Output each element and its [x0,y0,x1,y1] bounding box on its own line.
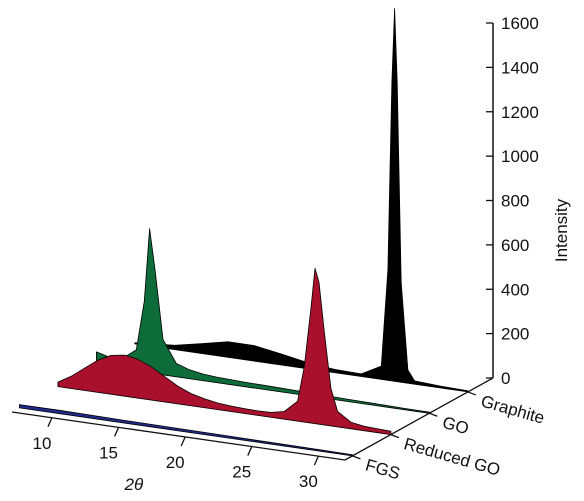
depth-label-go: GO [440,413,471,439]
depth-label-fgs: FGS [363,455,402,483]
y-tick-label-400: 400 [501,280,529,299]
x-axis: 10 15 20 25 30 2θ [32,417,319,494]
depth-tick-0 [352,455,361,460]
x-tick-label-25: 25 [232,463,251,482]
series-layer [18,8,469,457]
y-tick-label-200: 200 [501,325,529,344]
depth-tick-2 [429,412,438,417]
x-tick-20 [180,436,186,447]
series-reduced-go-area [57,267,392,436]
depth-tick-3 [467,391,477,396]
y-axis: 0 200 400 600 800 1000 1200 1400 1600 Intensity [486,14,571,388]
depth-label-graphite: Graphite [479,392,547,428]
front-edge [11,411,346,461]
depth-label-reduced-go: Reduced GO [402,434,503,480]
series-fgs-area [18,404,353,457]
depth-tick-1 [390,433,400,439]
x-tick-30 [313,455,319,466]
y-axis-title: Intensity [552,198,571,262]
x-tick-label-15: 15 [99,443,118,462]
x-axis-title: 2θ [124,475,144,494]
x-tick-label-30: 30 [299,472,318,491]
x-tick-label-20: 20 [166,453,185,472]
y-tick-label-1600: 1600 [501,14,539,33]
x-tick-10 [47,417,53,428]
y-tick-label-800: 800 [501,192,529,211]
series-go-area [96,228,430,414]
x-tick-label-10: 10 [32,434,51,453]
y-tick-label-0: 0 [501,369,510,388]
x-tick-25 [247,446,253,456]
y-tick-label-1000: 1000 [501,147,539,166]
series-graphite-area [134,8,469,393]
y-tick-label-600: 600 [501,236,529,255]
y-tick-label-1200: 1200 [501,103,539,122]
y-tick-label-1400: 1400 [501,58,539,77]
x-tick-15 [113,427,120,437]
